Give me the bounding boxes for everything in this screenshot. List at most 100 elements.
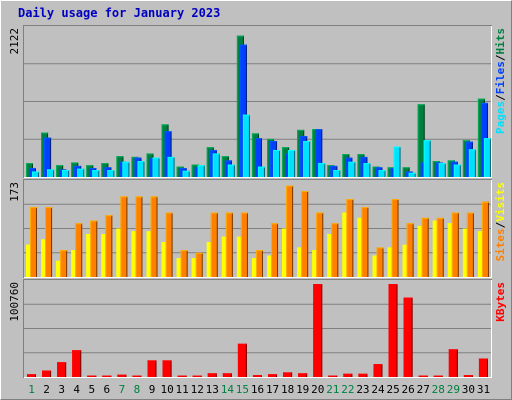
sites-bar <box>376 247 384 277</box>
y-max-label: 100760 <box>8 282 21 322</box>
pages-bar <box>318 163 326 177</box>
pages-bar <box>453 164 461 177</box>
kbytes-bar <box>388 284 398 377</box>
kbytes-bar <box>373 364 383 377</box>
kbytes-bar <box>313 284 323 377</box>
kbytes-bar <box>403 297 413 377</box>
files-bar <box>254 138 262 177</box>
kbytes-bar <box>132 375 142 377</box>
legend-hits: Hits <box>494 28 507 55</box>
chart-title: Daily usage for January 2023 <box>18 6 221 20</box>
pages-bar <box>257 166 265 177</box>
x-tick-label: 4 <box>73 383 80 396</box>
sites-bar <box>346 199 354 277</box>
pages-bar <box>107 170 115 177</box>
sites-bar <box>210 212 218 277</box>
x-tick-label: 22 <box>341 383 354 396</box>
pages-bar <box>77 168 85 177</box>
x-tick-label: 19 <box>296 383 309 396</box>
pages-bar <box>92 170 100 177</box>
pages-bar <box>423 140 431 177</box>
sites-bar <box>165 212 173 277</box>
kbytes-bar <box>207 373 217 377</box>
sites-bar <box>105 215 113 277</box>
pages-bar <box>288 149 296 177</box>
sites-bar <box>331 223 339 277</box>
sites-bar <box>30 207 37 277</box>
pages-bar <box>32 171 39 177</box>
x-tick-label: 12 <box>191 383 204 396</box>
x-tick-label: 7 <box>119 383 126 396</box>
files-bar <box>44 137 52 177</box>
sites-bar <box>481 201 489 277</box>
legend-visits-sites: Sites/Visits <box>494 182 507 262</box>
sites-bar <box>421 217 429 277</box>
x-tick-label: 2 <box>43 383 50 396</box>
kbytes-bar <box>448 349 458 377</box>
pages-bar <box>438 163 446 177</box>
legend-visits: Visits <box>494 182 507 222</box>
kbytes-bar <box>117 374 127 377</box>
x-tick-label: 3 <box>58 383 65 396</box>
y-max-label: 2122 <box>8 28 21 55</box>
sites-bar <box>75 223 83 277</box>
y-max-label: 173 <box>8 182 21 202</box>
sites-bar <box>135 196 143 277</box>
kbytes-bar <box>87 375 97 377</box>
legend-hits-files-pages: Pages/Files/Hits <box>494 28 507 134</box>
sites-bar <box>391 199 399 277</box>
pages-bar <box>408 172 416 177</box>
files-bar <box>239 44 247 178</box>
x-tick-label: 11 <box>176 383 189 396</box>
x-tick-label: 27 <box>417 383 430 396</box>
pages-bar <box>197 165 205 177</box>
x-tick-label: 31 <box>477 383 490 396</box>
sites-bar <box>436 217 444 277</box>
kbytes-bar <box>57 362 67 377</box>
pages-bar <box>137 161 145 177</box>
pages-bar <box>62 170 70 177</box>
kbytes-bar <box>177 375 187 377</box>
kbytes-bar <box>418 375 428 377</box>
sites-bar <box>286 185 294 277</box>
kbytes-bar <box>42 370 52 377</box>
x-tick-label: 17 <box>266 383 279 396</box>
kbytes-bar <box>192 375 202 377</box>
sites-bar <box>180 250 188 277</box>
x-tick-label: 28 <box>432 383 445 396</box>
x-tick-label: 24 <box>371 383 385 396</box>
legend-pages: Pages <box>494 101 507 134</box>
pages-bar <box>122 161 130 177</box>
kbytes-bar <box>478 358 488 377</box>
x-tick-label: 5 <box>88 383 95 396</box>
kbytes-bar <box>27 374 36 377</box>
sites-bar <box>316 212 324 277</box>
sites-bar <box>90 220 98 277</box>
sites-bar <box>120 196 128 277</box>
pages-bar <box>212 153 220 177</box>
x-tick-label: 30 <box>462 383 475 396</box>
files-bar <box>164 131 172 177</box>
x-tick-label: 15 <box>236 383 249 396</box>
pages-bar <box>47 169 55 177</box>
sites-bar <box>45 207 53 277</box>
x-tick-label: 8 <box>134 383 141 396</box>
kbytes-bar <box>268 374 278 377</box>
pages-bar <box>348 161 356 177</box>
sites-bar <box>195 252 203 277</box>
x-tick-label: 6 <box>104 383 111 396</box>
files-bar <box>315 129 323 177</box>
x-tick-label: 25 <box>386 383 399 396</box>
kbytes-bar <box>162 360 172 377</box>
sites-bar <box>150 196 158 277</box>
kbytes-bar <box>237 343 247 377</box>
sites-bar <box>240 212 248 277</box>
kbytes-bar <box>298 373 308 377</box>
x-tick-label: 9 <box>149 383 156 396</box>
sites-bar <box>361 207 369 277</box>
legend-kbytes: KBytes <box>494 282 507 322</box>
x-tick-label: 29 <box>447 383 460 396</box>
kbytes-bar <box>433 375 443 377</box>
legend-separator: / <box>494 94 507 101</box>
